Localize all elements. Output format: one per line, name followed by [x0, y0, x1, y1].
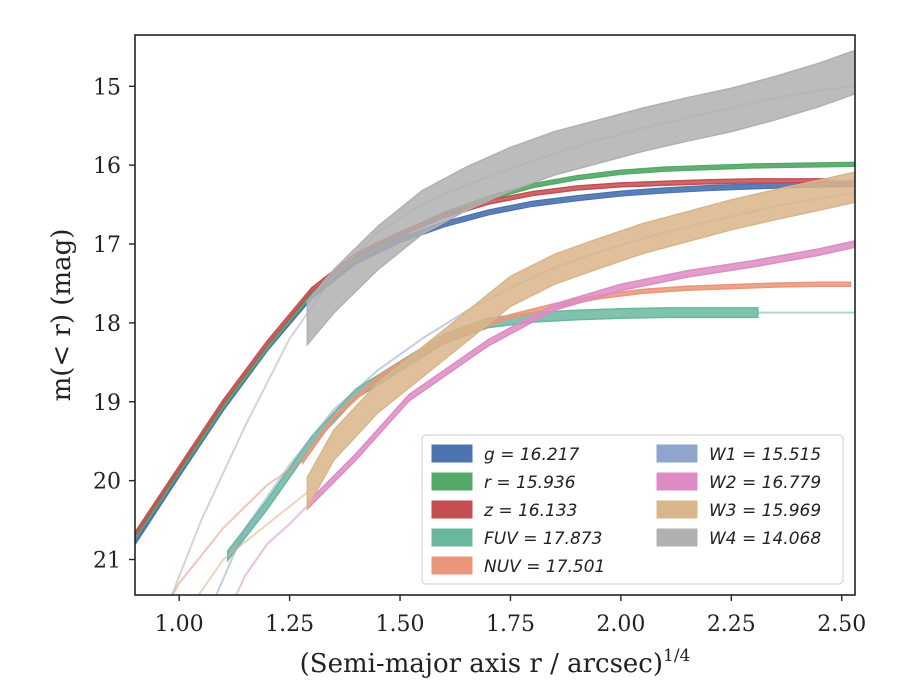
y-tick-label: 17 — [93, 233, 121, 258]
legend-entry: W4 = 14.068 — [709, 529, 821, 549]
legend-entry: W1 = 15.515 — [709, 445, 821, 465]
y-tick-label: 21 — [93, 549, 121, 574]
legend-entry: NUV = 17.501 — [484, 557, 605, 577]
y-tick-label: 16 — [93, 154, 121, 179]
legend-entry: W3 = 15.969 — [709, 501, 821, 521]
y-tick-label: 18 — [93, 312, 121, 337]
plot-area — [135, 49, 855, 595]
model-line — [197, 491, 308, 595]
x-tick-label: 2.50 — [817, 612, 866, 637]
legend-entry: FUV = 17.873 — [484, 529, 602, 549]
series-6 — [235, 240, 855, 595]
series-7 — [197, 171, 855, 595]
legend-swatch — [656, 500, 698, 519]
legend-swatch — [656, 472, 698, 491]
legend-entry: g = 16.217 — [484, 445, 580, 465]
model-line — [171, 460, 304, 595]
y-axis-label: m(< r) (mag) — [47, 229, 77, 402]
legend-entry: z = 16.133 — [483, 501, 577, 521]
legend-swatch — [431, 500, 473, 519]
y-tick-label: 19 — [93, 391, 121, 416]
legend-swatch — [431, 444, 473, 463]
series-8 — [170, 49, 855, 595]
data-band — [306, 171, 855, 511]
x-tick-label: 1.25 — [265, 612, 314, 637]
x-axis-label: (Semi-major axis r / arcsec)1/4 — [300, 646, 691, 679]
legend-swatch — [431, 472, 473, 491]
y-tick-label: 20 — [93, 470, 121, 495]
legend-swatch — [431, 528, 473, 547]
x-tick-label: 1.00 — [155, 612, 204, 637]
legend-swatch — [656, 444, 698, 463]
legend-swatch — [431, 556, 473, 575]
x-tick-label: 1.50 — [376, 612, 425, 637]
data-band — [306, 49, 855, 347]
legend-swatch — [656, 528, 698, 547]
x-axis: 1.00 1.25 1.50 1.75 2.00 2.25 2.50 — [155, 595, 866, 637]
plot-frame — [134, 34, 856, 596]
legend-box — [421, 434, 844, 585]
legend: g = 16.217 r = 15.936 z = 16.133 FUV = 17.8… — [421, 434, 844, 585]
x-tick-label: 2.00 — [596, 612, 645, 637]
legend-entry: W2 = 16.779 — [709, 473, 821, 493]
legend-entry: r = 15.936 — [484, 473, 576, 493]
data-band — [306, 240, 855, 511]
model-line — [235, 505, 309, 595]
x-tick-label: 1.75 — [486, 612, 535, 637]
y-axis: 15 16 17 18 19 20 21 — [93, 75, 135, 574]
x-tick-label: 2.25 — [707, 612, 756, 637]
y-tick-label: 15 — [93, 75, 121, 100]
